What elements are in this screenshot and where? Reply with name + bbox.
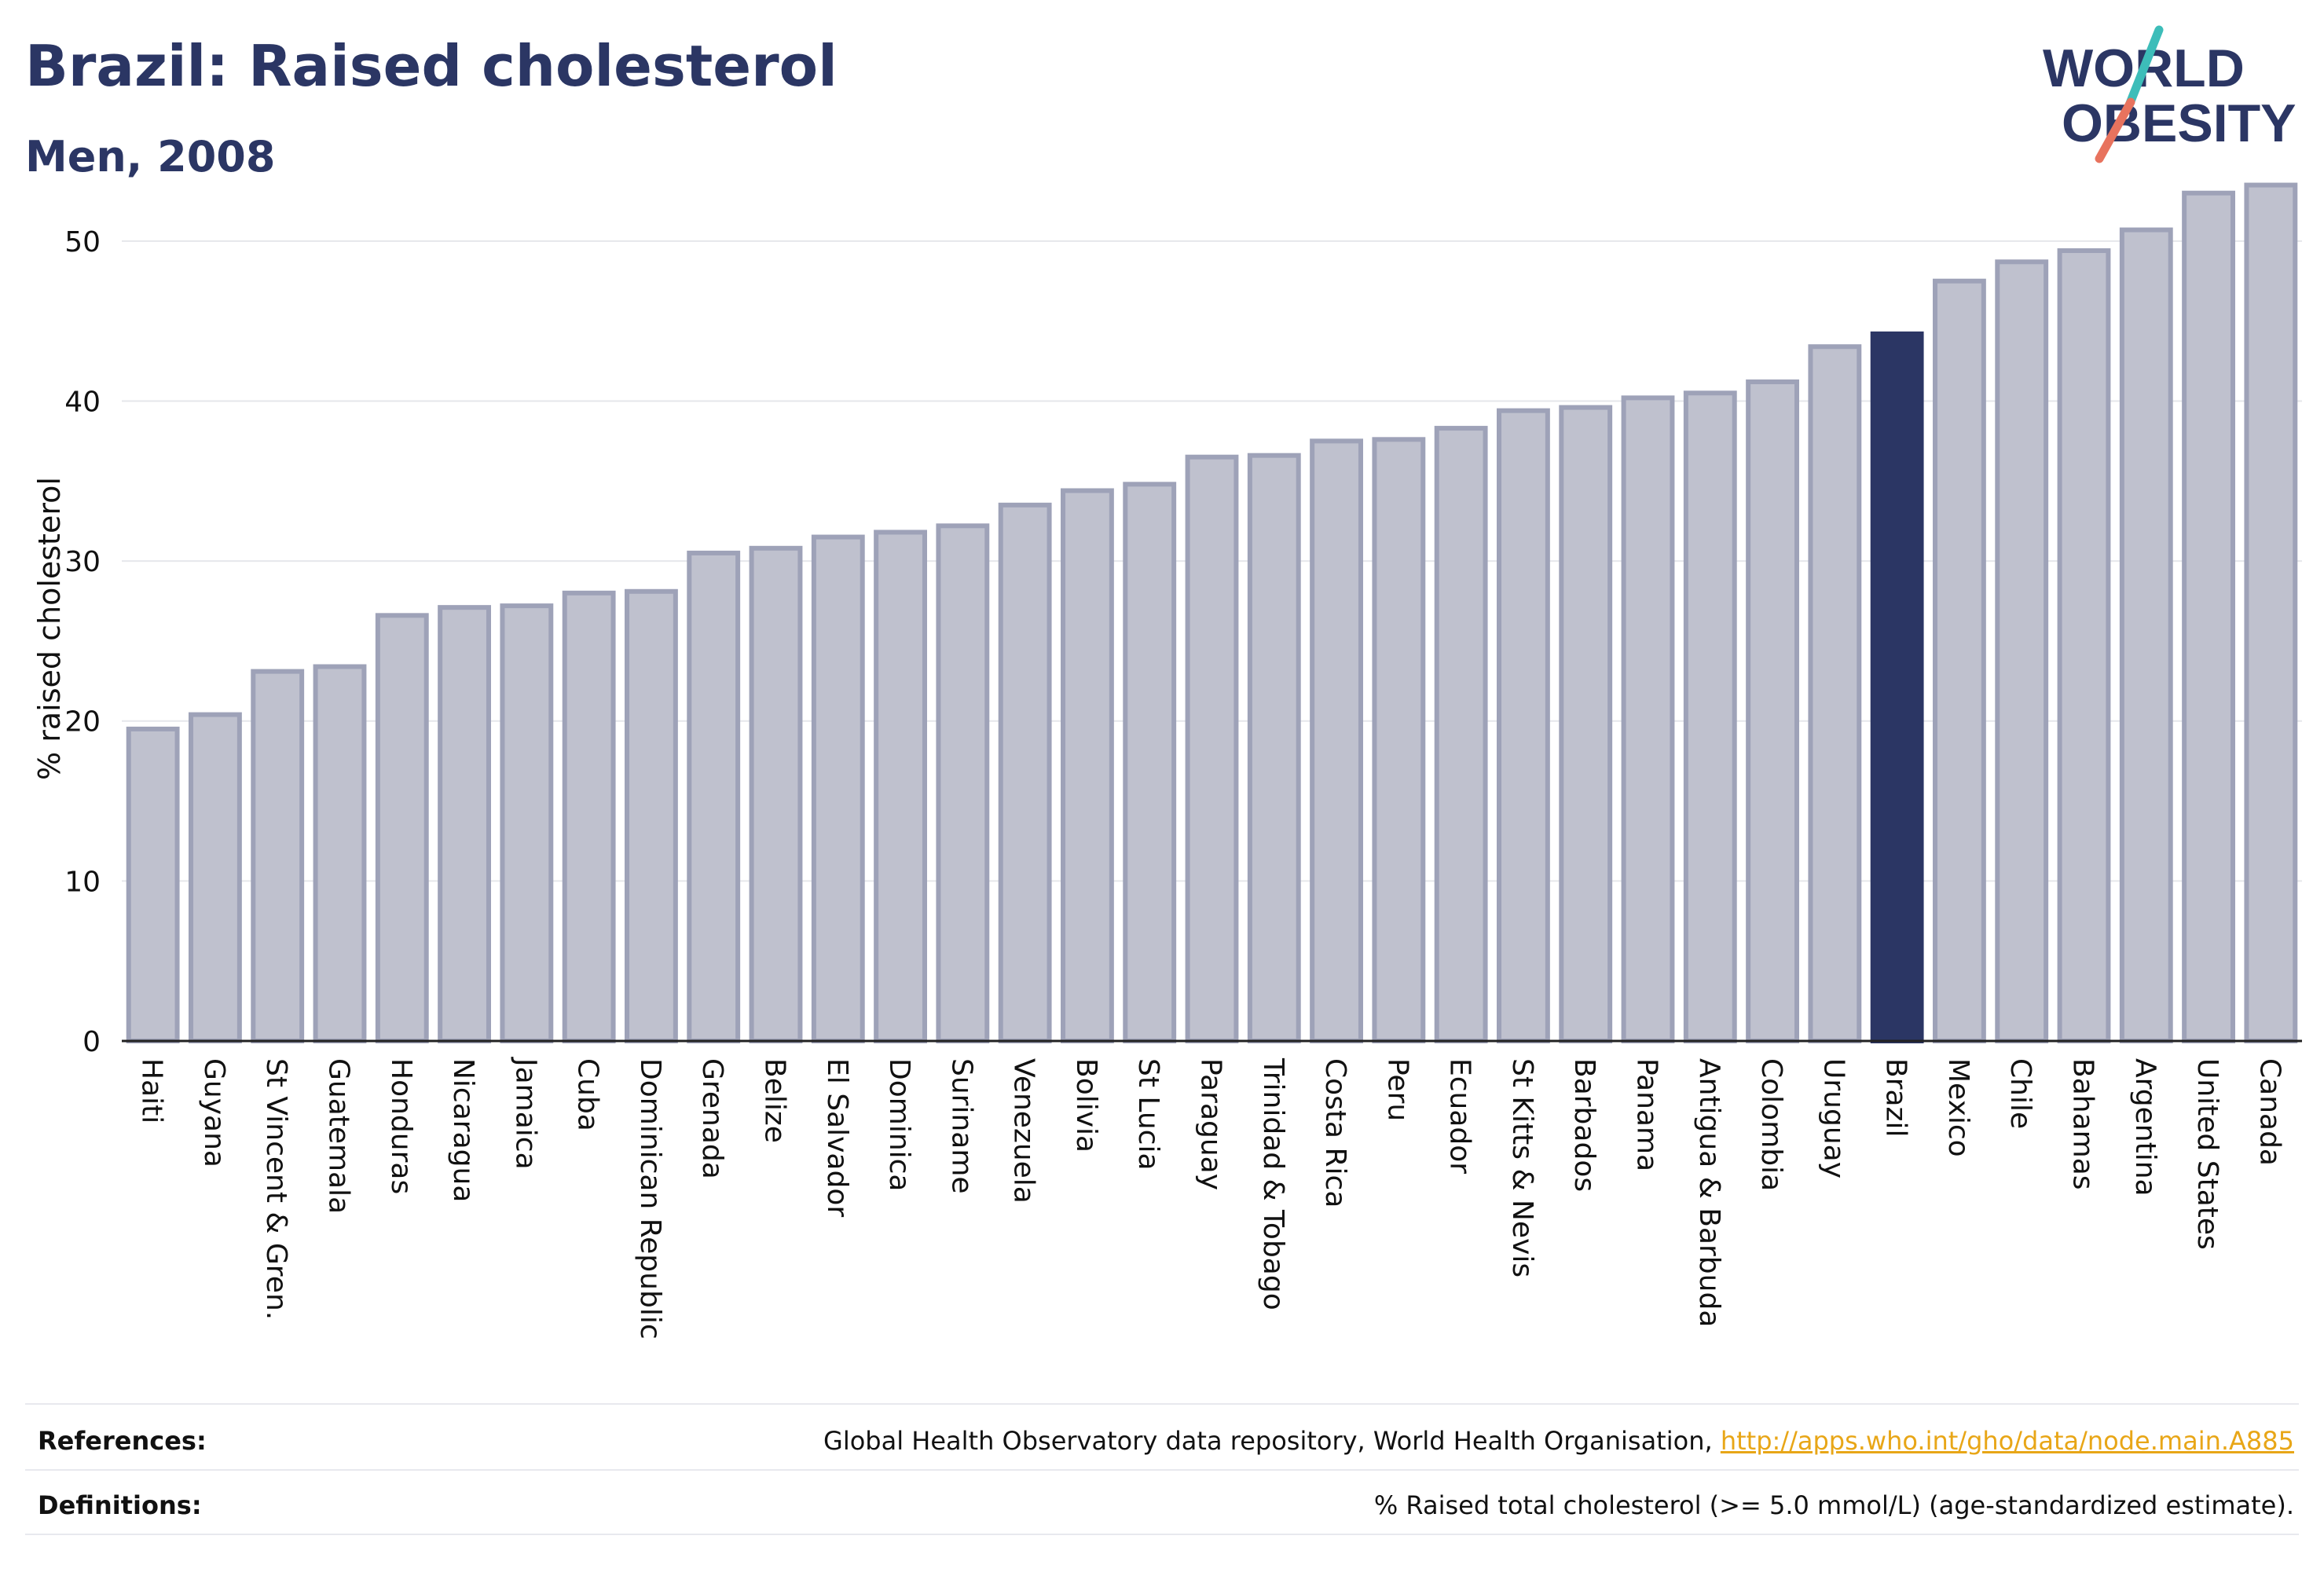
bar (189, 712, 242, 1044)
x-tick-label: Paraguay (1195, 1058, 1227, 1190)
y-tick-label: 40 (64, 386, 101, 418)
bar (438, 605, 491, 1043)
x-tick-label: Chile (2004, 1058, 2036, 1129)
x-tick-label: Nicaragua (447, 1058, 479, 1202)
bar (375, 613, 429, 1043)
bar (749, 545, 803, 1043)
x-tick-label: Belize (759, 1058, 791, 1143)
x-tick-label: El Salvador (821, 1058, 853, 1217)
footer-divider-middle (25, 1469, 2299, 1471)
bar (251, 669, 305, 1043)
footer-divider-top (25, 1403, 2299, 1405)
bar (313, 664, 367, 1043)
logo-slash-coral (2095, 97, 2135, 163)
x-tick-label: Honduras (385, 1058, 417, 1194)
bar (1185, 454, 1239, 1043)
x-tick-label: Dominican Republic (634, 1058, 666, 1340)
axes: 0 10 20 30 40 50 Haiti Guyana St Vincent & Gren.… (64, 226, 2302, 1340)
bar (562, 590, 616, 1043)
bar (500, 603, 554, 1043)
bar-chart: 0 10 20 30 40 50 Haiti Guyana St Vincent & Gren.… (32, 182, 2302, 1340)
x-tick-label: United States (2191, 1058, 2223, 1250)
logo-slash-teal (2124, 25, 2164, 110)
bar (1497, 408, 1550, 1043)
bar (811, 534, 865, 1043)
x-tick-label: Colombia (1755, 1058, 1787, 1191)
bar (936, 523, 990, 1043)
bar (625, 588, 678, 1043)
bar (2244, 182, 2298, 1044)
x-tick-label: Uruguay (1817, 1058, 1849, 1178)
x-tick-label: Dominica (883, 1058, 915, 1192)
x-tick-label: Haiti (136, 1058, 168, 1123)
x-tick-label: St Lucia (1132, 1058, 1164, 1171)
x-tick-label: Bahamas (2067, 1058, 2099, 1190)
references-text: Global Health Observatory data repositor… (823, 1426, 1713, 1456)
bar (874, 530, 927, 1043)
bar (1310, 438, 1363, 1043)
bar (1434, 426, 1488, 1043)
bar (1746, 379, 1799, 1043)
bar (2119, 227, 2173, 1044)
references-label: References: (38, 1426, 207, 1456)
footer-divider-bottom (25, 1534, 2299, 1535)
x-tick-label: Brazil (1880, 1058, 1912, 1137)
logo-line-2: OBESITY (2062, 93, 2297, 153)
x-tick-label: St Vincent & Gren. (260, 1058, 292, 1320)
x-tick-label: Bolivia (1070, 1058, 1102, 1153)
world-obesity-logo: WORLD OBESITY (2043, 25, 2297, 163)
bar (2182, 190, 2235, 1043)
chart-title: Brazil: Raised cholesterol (25, 33, 838, 99)
bar (1808, 344, 1862, 1043)
x-tick-label: Peru (1381, 1058, 1413, 1121)
y-tick-label: 0 (82, 1026, 101, 1058)
x-tick-label: Cuba (572, 1058, 604, 1131)
bars (126, 182, 2298, 1044)
x-tick-label: Venezuela (1008, 1058, 1040, 1204)
references-value: Global Health Observatory data repositor… (823, 1426, 2294, 1456)
x-tick-label: Trinidad & Tobago (1257, 1057, 1289, 1310)
chart-subtitle: Men, 2008 (25, 132, 276, 181)
y-tick-label: 10 (64, 866, 101, 898)
x-tick-label: Panama (1631, 1058, 1663, 1171)
bar (1995, 259, 2049, 1044)
bar (1621, 395, 1675, 1043)
x-tick-label: Guatemala (323, 1058, 355, 1214)
y-tick-label: 50 (64, 226, 101, 258)
definitions-value: % Raised total cholesterol (>= 5.0 mmol/… (1373, 1490, 2294, 1520)
bar-highlight (1870, 331, 1924, 1044)
x-tick-label: Canada (2253, 1058, 2286, 1166)
y-tick-label: 30 (64, 546, 101, 578)
x-tick-label: Guyana (198, 1058, 230, 1167)
bar (998, 502, 1052, 1043)
x-tick-label: St Kitts & Nevis (1506, 1058, 1538, 1277)
x-tick-label: Suriname (945, 1058, 977, 1194)
bar (1061, 488, 1114, 1043)
x-tick-label: Ecuador (1444, 1058, 1476, 1174)
bar (1683, 390, 1737, 1044)
references-link[interactable]: http://apps.who.int/gho/data/node.main.A… (1720, 1426, 2294, 1456)
x-tick-label: Antigua & Barbuda (1693, 1058, 1725, 1327)
bar (1247, 453, 1301, 1043)
x-tick-label: Jamaica (509, 1057, 541, 1170)
bar (687, 550, 741, 1043)
bar (1933, 278, 1986, 1043)
x-tick-label: Argentina (2129, 1058, 2161, 1197)
y-axis-label: % raised cholesterol (32, 477, 67, 780)
bar (2057, 248, 2111, 1043)
bar (1559, 405, 1613, 1043)
bar (1123, 482, 1177, 1043)
x-tick-label: Barbados (1568, 1058, 1600, 1192)
x-tick-label: Grenada (696, 1058, 728, 1179)
x-tick-label: Costa Rica (1319, 1058, 1351, 1208)
definitions-label: Definitions: (38, 1490, 202, 1520)
y-tick-label: 20 (64, 706, 101, 739)
x-tick-label: Mexico (1942, 1058, 1974, 1157)
bar (1372, 437, 1426, 1043)
bar (126, 726, 180, 1044)
